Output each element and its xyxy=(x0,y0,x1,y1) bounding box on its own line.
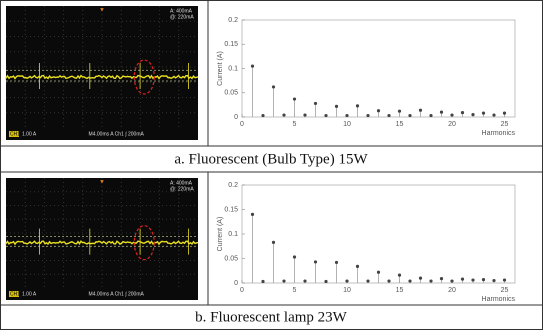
scope-channel: CH1 xyxy=(10,131,20,137)
stem-marker xyxy=(272,241,275,244)
stem-marker xyxy=(366,114,369,117)
stem-marker xyxy=(293,97,296,100)
stem-marker xyxy=(503,278,506,281)
stem-marker xyxy=(314,102,317,105)
scope-readout: @: 220mA xyxy=(170,186,194,192)
plot-frame xyxy=(242,20,515,117)
stem-marker xyxy=(251,64,254,67)
stem-marker xyxy=(419,277,422,280)
stem-marker xyxy=(408,114,411,117)
x-tick-label: 5 xyxy=(293,121,297,128)
stem-marker xyxy=(366,279,369,282)
stem-marker xyxy=(440,111,443,114)
stem-marker xyxy=(272,85,275,88)
stem-marker xyxy=(293,255,296,258)
stem-marker xyxy=(377,271,380,274)
stem-marker xyxy=(503,112,506,115)
stem-marker xyxy=(356,104,359,107)
stem-marker xyxy=(450,279,453,282)
stem-marker xyxy=(408,279,411,282)
y-axis-label: Current (A) xyxy=(217,51,224,86)
y-tick-label: 0.2 xyxy=(228,17,238,24)
stem-marker xyxy=(461,111,464,114)
trigger-marker: ▼ xyxy=(99,180,105,186)
scope-channel: CH1 xyxy=(10,291,20,297)
stem-marker xyxy=(398,110,401,113)
stem-marker xyxy=(471,113,474,116)
x-tick-label: 20 xyxy=(448,287,456,294)
stem-marker xyxy=(387,279,390,282)
x-tick-label: 15 xyxy=(396,287,404,294)
y-tick-label: 0.15 xyxy=(224,41,238,48)
caption: b. Fluorescent lamp 23W xyxy=(195,309,347,325)
stem-marker xyxy=(282,113,285,116)
x-tick-label: 20 xyxy=(448,121,456,128)
y-tick-label: 0 xyxy=(234,114,238,121)
scope-scale: 1.00 A xyxy=(22,131,37,137)
stem-marker xyxy=(324,114,327,117)
x-tick-label: 0 xyxy=(240,287,244,294)
stem-marker xyxy=(429,279,432,282)
stem-marker xyxy=(492,113,495,116)
stem-marker xyxy=(461,277,464,280)
x-axis-label: Harmonics xyxy=(482,130,516,137)
y-tick-label: 0.15 xyxy=(224,206,238,213)
stem-marker xyxy=(335,105,338,108)
x-tick-label: 25 xyxy=(501,121,509,128)
y-tick-label: 0.2 xyxy=(228,182,238,189)
scope-timebase: M4.00ms A Ch1 ∫ 200mA xyxy=(89,291,145,297)
stem-marker xyxy=(429,114,432,117)
caption: a. Fluorescent (Bulb Type) 15W xyxy=(174,151,368,167)
stem-marker xyxy=(303,279,306,282)
stem-marker xyxy=(482,278,485,281)
x-tick-label: 10 xyxy=(343,287,351,294)
y-axis-label: Current (A) xyxy=(217,217,224,252)
stem-marker xyxy=(261,114,264,117)
x-tick-label: 25 xyxy=(501,287,509,294)
x-axis-label: Harmonics xyxy=(482,296,516,303)
stem-marker xyxy=(314,260,317,263)
stem-marker xyxy=(261,280,264,283)
trigger-marker: ▼ xyxy=(99,8,105,14)
x-tick-label: 0 xyxy=(240,121,244,128)
figure: a. Fluorescent (Bulb Type) 15W b. Fluore… xyxy=(0,0,543,330)
scope-scale: 1.00 A xyxy=(22,291,37,297)
y-tick-label: 0.1 xyxy=(228,65,238,72)
stem-marker xyxy=(356,265,359,268)
stem-marker xyxy=(398,274,401,277)
stem-marker xyxy=(419,109,422,112)
stem-marker xyxy=(251,213,254,216)
stem-marker xyxy=(440,277,443,280)
plot-frame xyxy=(242,185,515,283)
scope-readout: @: 220mA xyxy=(170,14,194,20)
stem-marker xyxy=(335,261,338,264)
y-tick-label: 0 xyxy=(234,280,238,287)
y-tick-label: 0.1 xyxy=(228,231,238,238)
y-tick-label: 0.05 xyxy=(224,90,238,97)
stem-marker xyxy=(324,280,327,283)
stem-marker xyxy=(471,278,474,281)
stem-marker xyxy=(450,113,453,116)
stem-marker xyxy=(492,279,495,282)
x-tick-label: 15 xyxy=(396,121,404,128)
stem-marker xyxy=(387,114,390,117)
stem-marker xyxy=(303,113,306,116)
x-tick-label: 5 xyxy=(293,287,297,294)
x-tick-label: 10 xyxy=(343,121,351,128)
scope-timebase: M4.00ms A Ch1 ∫ 200mA xyxy=(89,131,145,137)
stem-marker xyxy=(345,279,348,282)
stem-marker xyxy=(377,109,380,112)
stem-marker xyxy=(345,114,348,117)
stem-marker xyxy=(482,112,485,115)
stem-marker xyxy=(282,279,285,282)
y-tick-label: 0.05 xyxy=(224,255,238,262)
